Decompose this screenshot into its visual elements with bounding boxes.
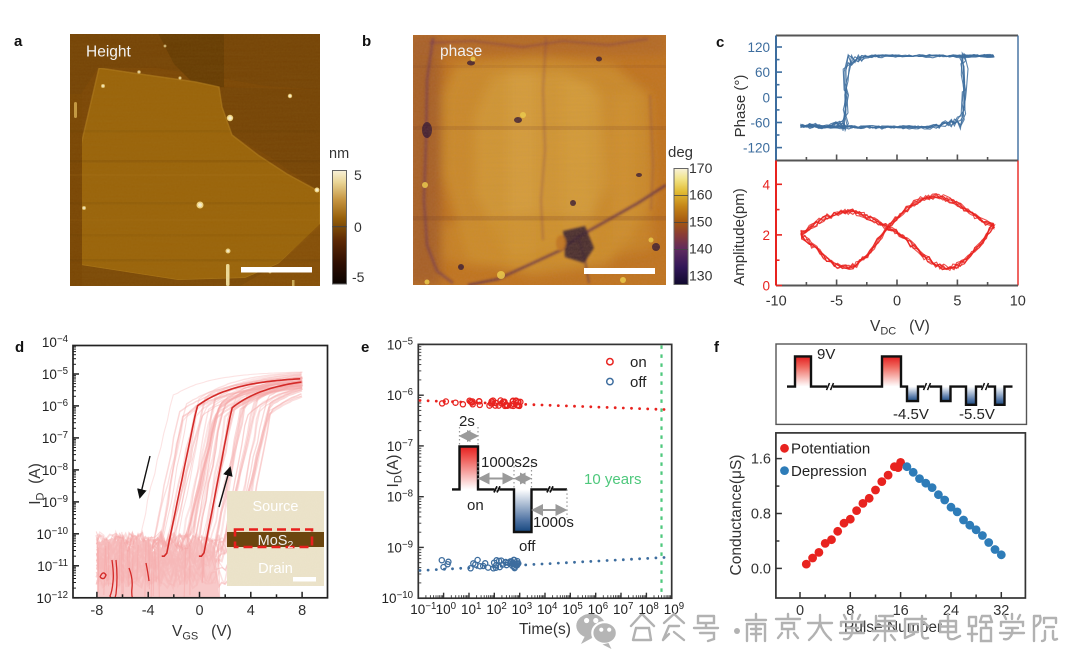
svg-text:nm: nm bbox=[329, 146, 349, 162]
svg-text:-60: -60 bbox=[750, 115, 770, 130]
svg-text:a: a bbox=[14, 33, 23, 50]
svg-text:ID(A): ID(A) bbox=[385, 455, 405, 488]
svg-text:0: 0 bbox=[195, 603, 203, 619]
svg-text:2s: 2s bbox=[459, 413, 475, 430]
svg-text:-8: -8 bbox=[90, 603, 103, 619]
svg-text:-5.5V: -5.5V bbox=[959, 406, 995, 423]
svg-text:10−4: 10−4 bbox=[42, 334, 69, 350]
svg-text:Height: Height bbox=[86, 44, 131, 61]
svg-text:10−8: 10−8 bbox=[387, 489, 413, 505]
svg-text:103: 103 bbox=[512, 601, 532, 617]
svg-text:deg: deg bbox=[668, 144, 693, 161]
svg-text:Amplitude(pm): Amplitude(pm) bbox=[731, 188, 748, 286]
svg-text:102: 102 bbox=[486, 601, 506, 617]
svg-text:10−10: 10−10 bbox=[37, 526, 69, 542]
svg-text:1000s2s: 1000s2s bbox=[481, 454, 538, 471]
svg-text:-120: -120 bbox=[743, 141, 770, 156]
svg-text:10−8: 10−8 bbox=[42, 462, 68, 478]
svg-text:130: 130 bbox=[689, 268, 713, 284]
svg-text:VDC (V): VDC (V) bbox=[870, 318, 930, 338]
svg-text:f: f bbox=[714, 339, 720, 356]
svg-text:MoS2: MoS2 bbox=[258, 533, 294, 551]
svg-text:on: on bbox=[467, 497, 484, 514]
svg-text:140: 140 bbox=[689, 241, 713, 257]
svg-text:10−5: 10−5 bbox=[42, 366, 68, 382]
svg-text:1.6: 1.6 bbox=[751, 452, 771, 468]
svg-text:4: 4 bbox=[247, 603, 255, 619]
svg-text:off: off bbox=[519, 538, 536, 555]
svg-text:0: 0 bbox=[762, 90, 770, 105]
svg-text:100: 100 bbox=[436, 601, 457, 617]
svg-text:-10: -10 bbox=[766, 294, 787, 310]
svg-text:VGS (V): VGS (V) bbox=[172, 623, 232, 643]
svg-text:10−9: 10−9 bbox=[387, 539, 413, 555]
svg-text:on: on bbox=[630, 354, 647, 371]
svg-text:0: 0 bbox=[893, 294, 901, 310]
svg-text:10: 10 bbox=[1010, 294, 1026, 310]
svg-text:Phase (°): Phase (°) bbox=[732, 75, 749, 138]
svg-text:2: 2 bbox=[762, 228, 770, 243]
svg-text:d: d bbox=[15, 339, 24, 356]
svg-text:10−10: 10−10 bbox=[382, 590, 414, 606]
svg-text:0: 0 bbox=[762, 279, 770, 294]
svg-text:0: 0 bbox=[354, 219, 362, 235]
svg-text:107: 107 bbox=[613, 601, 633, 617]
svg-text:Drain: Drain bbox=[258, 561, 293, 577]
svg-text:1000s: 1000s bbox=[533, 514, 574, 531]
svg-text:4: 4 bbox=[762, 177, 770, 192]
svg-text:104: 104 bbox=[537, 601, 558, 617]
svg-text:60: 60 bbox=[755, 65, 770, 80]
svg-text:160: 160 bbox=[689, 187, 713, 203]
svg-text:10−11: 10−11 bbox=[37, 558, 68, 574]
svg-text:5: 5 bbox=[354, 167, 362, 183]
svg-text:c: c bbox=[716, 34, 724, 51]
svg-text:Potentiation: Potentiation bbox=[791, 441, 870, 458]
svg-text:Conductance(μS): Conductance(μS) bbox=[728, 455, 745, 576]
svg-text:b: b bbox=[362, 33, 371, 50]
svg-text:8: 8 bbox=[298, 603, 306, 619]
svg-text:10−7: 10−7 bbox=[387, 438, 413, 454]
svg-text:-5: -5 bbox=[830, 294, 843, 310]
svg-text:9V: 9V bbox=[817, 346, 835, 363]
svg-text:10−1: 10−1 bbox=[410, 601, 436, 617]
svg-text:Time(s): Time(s) bbox=[519, 621, 571, 638]
svg-text:off: off bbox=[630, 374, 647, 391]
svg-text:-4: -4 bbox=[142, 603, 155, 619]
svg-text:10−12: 10−12 bbox=[37, 590, 68, 606]
svg-text:105: 105 bbox=[562, 601, 582, 617]
svg-text:10−6: 10−6 bbox=[387, 387, 413, 403]
svg-text:0.8: 0.8 bbox=[751, 507, 771, 523]
svg-text:101: 101 bbox=[461, 601, 481, 617]
svg-text:e: e bbox=[361, 339, 369, 356]
svg-text:16: 16 bbox=[893, 603, 909, 619]
svg-text:0: 0 bbox=[796, 603, 804, 619]
svg-text:150: 150 bbox=[689, 214, 713, 230]
svg-text:5: 5 bbox=[953, 294, 961, 310]
svg-text:-5: -5 bbox=[352, 269, 365, 285]
svg-text:10−6: 10−6 bbox=[42, 398, 68, 414]
svg-text:-4.5V: -4.5V bbox=[893, 406, 929, 423]
svg-text:32: 32 bbox=[993, 603, 1009, 619]
svg-text:8: 8 bbox=[846, 603, 854, 619]
svg-text:10−5: 10−5 bbox=[387, 336, 413, 352]
svg-text:phase: phase bbox=[440, 43, 482, 60]
svg-text:24: 24 bbox=[943, 603, 959, 619]
svg-text:Depression: Depression bbox=[791, 463, 867, 480]
svg-text:170: 170 bbox=[689, 160, 713, 176]
svg-text:10−7: 10−7 bbox=[42, 430, 68, 446]
svg-text:0.0: 0.0 bbox=[751, 561, 771, 577]
svg-text:120: 120 bbox=[747, 40, 770, 55]
svg-text:10 years: 10 years bbox=[584, 471, 642, 488]
svg-text:ID (A): ID (A) bbox=[27, 463, 47, 505]
svg-text:Source: Source bbox=[253, 499, 299, 515]
